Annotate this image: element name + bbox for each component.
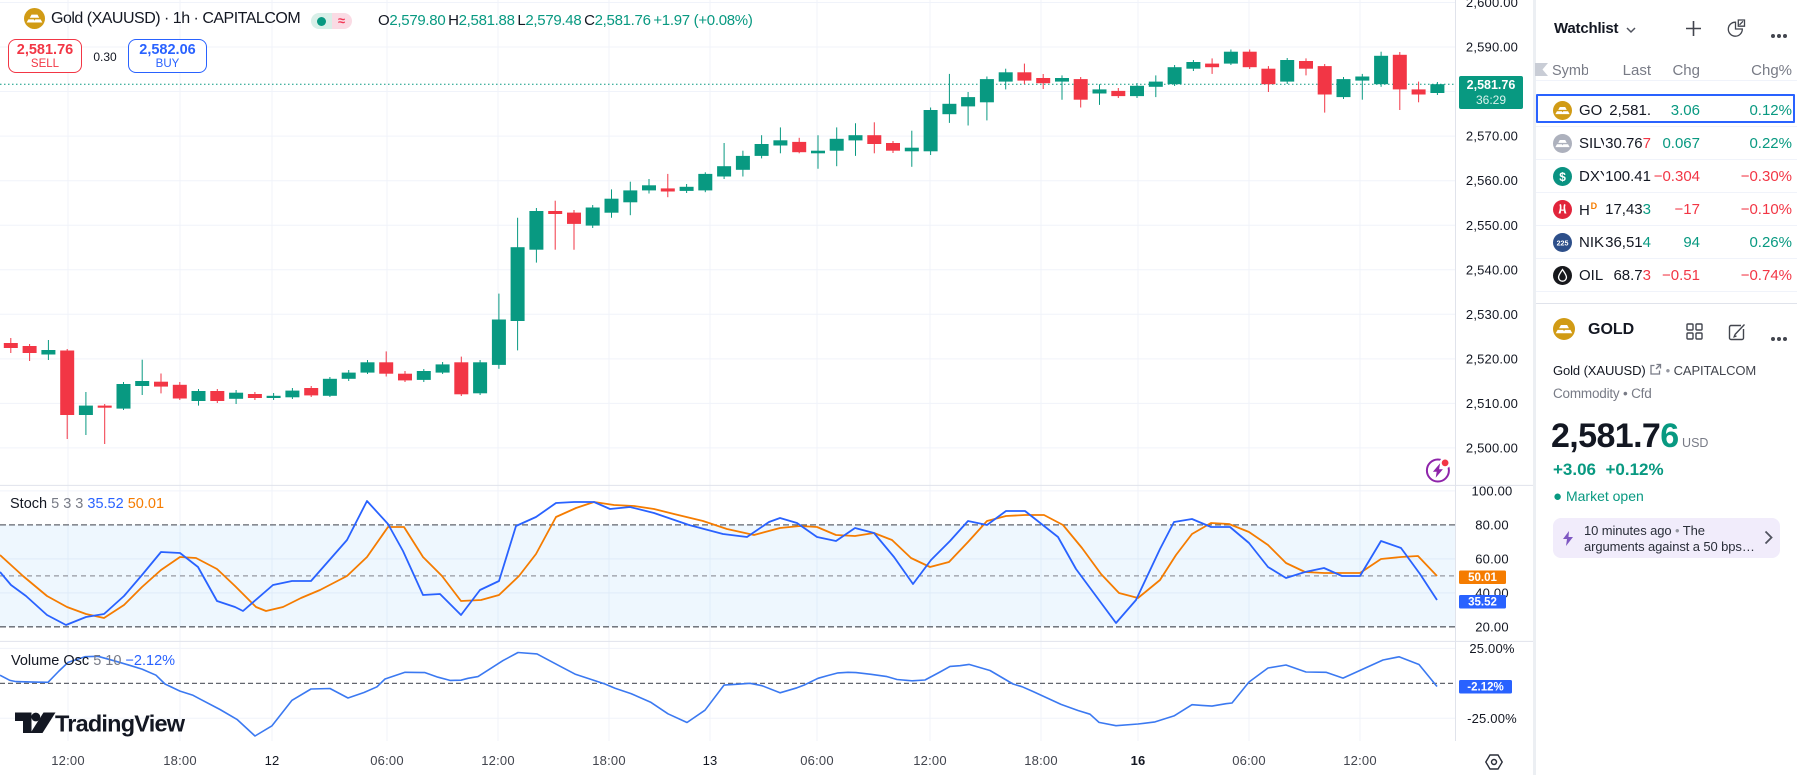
svg-text:80.00: 80.00: [1475, 518, 1509, 533]
svg-text:18:00: 18:00: [1024, 753, 1058, 768]
svg-text:06:00: 06:00: [800, 753, 834, 768]
svg-text:2,550.00: 2,550.00: [1466, 218, 1518, 233]
svg-text:13: 13: [703, 753, 718, 768]
svg-text:2,560.00: 2,560.00: [1466, 173, 1518, 188]
svg-text:2,590.00: 2,590.00: [1466, 40, 1518, 55]
svg-text:2,570.00: 2,570.00: [1466, 129, 1518, 144]
svg-text:12:00: 12:00: [481, 753, 515, 768]
svg-text:12:00: 12:00: [1343, 753, 1377, 768]
svg-text:36:29: 36:29: [1476, 93, 1506, 107]
svg-text:2,510.00: 2,510.00: [1466, 396, 1518, 411]
svg-text:TradingView: TradingView: [55, 711, 186, 737]
svg-text:18:00: 18:00: [163, 753, 197, 768]
svg-text:12:00: 12:00: [51, 753, 85, 768]
svg-text:225: 225: [1557, 239, 1569, 247]
svg-text:06:00: 06:00: [370, 753, 404, 768]
svg-text:35.52: 35.52: [1468, 597, 1497, 609]
svg-text:25.00%: 25.00%: [1469, 641, 1515, 656]
svg-text:2,500.00: 2,500.00: [1466, 441, 1518, 456]
svg-text:50.01: 50.01: [1468, 572, 1497, 584]
svg-text:12: 12: [265, 753, 280, 768]
svg-text:100.00: 100.00: [1472, 484, 1513, 499]
svg-text:20.00: 20.00: [1475, 619, 1509, 634]
svg-text:-2.12%: -2.12%: [1467, 682, 1503, 694]
svg-text:06:00: 06:00: [1232, 753, 1266, 768]
svg-text:2,520.00: 2,520.00: [1466, 352, 1518, 367]
svg-text:-25.00%: -25.00%: [1467, 711, 1517, 726]
svg-text:2,581.76: 2,581.76: [1467, 78, 1516, 92]
svg-text:60.00: 60.00: [1475, 552, 1509, 567]
svg-text:2,530.00: 2,530.00: [1466, 307, 1518, 322]
svg-text:12:00: 12:00: [913, 753, 947, 768]
svg-text:2,540.00: 2,540.00: [1466, 262, 1518, 277]
svg-text:18:00: 18:00: [592, 753, 626, 768]
svg-text:2,600.00: 2,600.00: [1466, 0, 1518, 10]
svg-text:16: 16: [1131, 753, 1146, 768]
svg-text:$: $: [1559, 170, 1566, 184]
